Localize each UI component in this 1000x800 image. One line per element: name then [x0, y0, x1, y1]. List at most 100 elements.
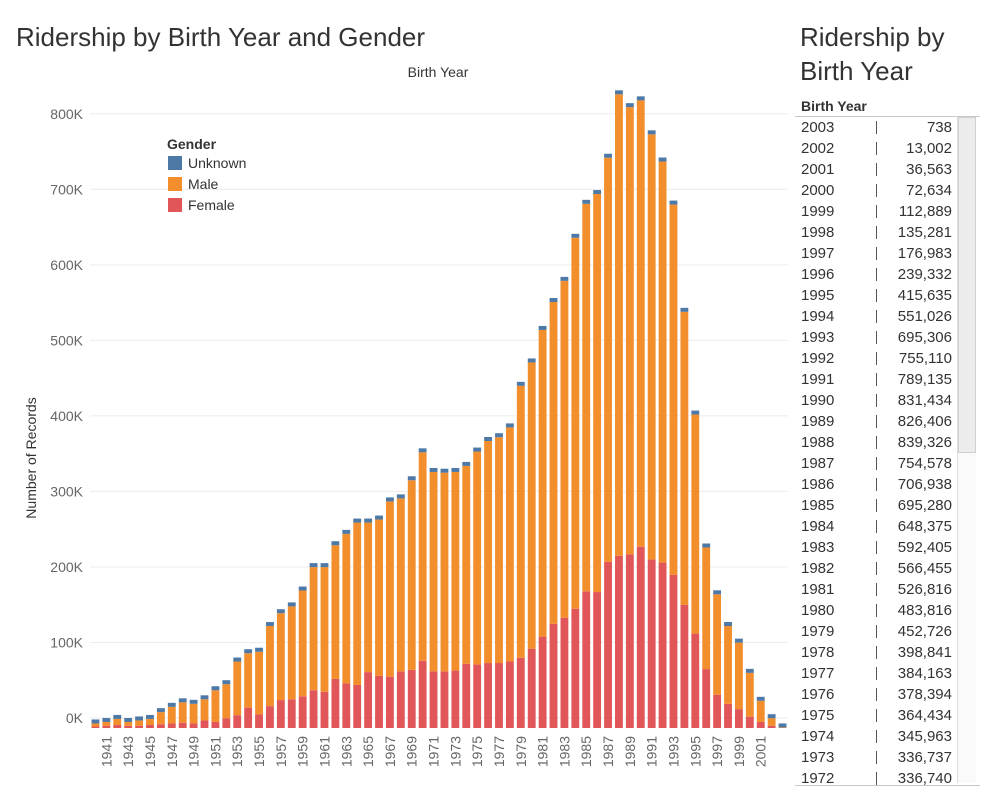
bar-unknown-1953 [233, 657, 242, 662]
bar-male-1944 [135, 720, 143, 726]
bar-unknown-1978 [505, 423, 514, 428]
bar-unknown-1963 [342, 529, 351, 534]
bar-female-1988 [615, 555, 623, 728]
bar-unknown-1986 [593, 190, 602, 195]
table-row: 1987 754,578 [795, 453, 980, 474]
bar-female-1995 [691, 633, 700, 728]
x-tick-label: 1961 [317, 736, 333, 767]
scrollbar-thumb[interactable] [958, 117, 976, 453]
bar-female-1959 [298, 696, 307, 728]
bar-male-1965 [364, 522, 373, 673]
row-value: 135,281 [897, 224, 952, 241]
bar-male-1943 [124, 721, 133, 726]
row-year: 2001 [801, 161, 835, 178]
bar-female-1991 [647, 559, 656, 728]
bar-female-1940 [91, 726, 100, 728]
bar-unknown-1994 [680, 307, 689, 312]
bar-unknown-1961 [320, 563, 329, 568]
bar-male-1957 [276, 613, 285, 701]
bar-male-1972 [440, 472, 449, 672]
bar-female-1967 [386, 676, 394, 728]
row-divider [876, 583, 877, 596]
x-tick-label: 1959 [295, 736, 311, 767]
bar-female-1944 [135, 725, 143, 728]
bar-female-2002 [767, 725, 776, 728]
bar-female-1997 [713, 694, 722, 728]
table-row: 1984 648,375 [795, 516, 980, 537]
bar-unknown-2000 [745, 668, 754, 673]
table-row: 1994 551,026 [795, 306, 980, 327]
row-value: 384,163 [897, 665, 952, 682]
y-tick-label: 100K [50, 634, 83, 650]
row-divider [876, 457, 877, 470]
row-divider [876, 562, 877, 575]
bar-female-1979 [516, 657, 525, 728]
table-row: 1973 336,737 [795, 747, 980, 768]
bar-female-1957 [276, 700, 285, 728]
bar-male-1974 [462, 465, 471, 664]
x-tick-label: 2001 [753, 736, 769, 767]
bar-female-1976 [484, 663, 492, 728]
table-row: 1989 826,406 [795, 411, 980, 432]
row-value: 336,740 [897, 770, 952, 786]
row-year: 1982 [801, 560, 835, 577]
table-header-birth-year: Birth Year [801, 98, 867, 114]
bar-male-1955 [255, 651, 263, 715]
bar-male-2002 [767, 718, 776, 726]
table-row: 1972 336,740 [795, 768, 980, 786]
row-year: 1989 [801, 413, 835, 430]
table-row: 1982 566,455 [795, 558, 980, 579]
bar-female-1942 [113, 724, 122, 728]
row-divider [876, 730, 877, 743]
bar-male-1945 [146, 718, 154, 725]
table-row: 1992 755,110 [795, 348, 980, 369]
row-year: 1996 [801, 266, 835, 283]
bar-female-1950 [200, 720, 209, 728]
row-value: 398,841 [897, 644, 952, 661]
row-value: 755,110 [898, 350, 952, 367]
bar-male-1961 [320, 567, 329, 692]
table-row: 1979 452,726 [795, 621, 980, 642]
vertical-scrollbar[interactable] [957, 117, 976, 783]
bar-female-1954 [244, 707, 253, 728]
bar-unknown-1971 [429, 467, 438, 472]
y-tick-label: 300K [50, 483, 83, 499]
row-year: 1976 [801, 686, 835, 703]
row-divider [876, 121, 877, 134]
bar-male-1942 [113, 718, 122, 725]
row-year: 1988 [801, 434, 835, 451]
table-row: 2003 738 [795, 117, 980, 138]
row-divider [876, 205, 877, 218]
bar-male-1949 [189, 703, 198, 724]
bar-female-1971 [429, 671, 438, 728]
bar-unknown-2003 [778, 723, 787, 728]
row-year: 1984 [801, 518, 835, 535]
bar-unknown-1940 [91, 719, 100, 724]
bar-unknown-1966 [375, 515, 383, 520]
bar-unknown-1981 [538, 325, 547, 330]
bar-male-1992 [658, 161, 667, 563]
bar-male-1978 [505, 427, 514, 662]
row-divider [876, 436, 877, 449]
table-row: 1993 695,306 [795, 327, 980, 348]
bar-unknown-1987 [604, 153, 612, 158]
row-year: 1999 [801, 203, 835, 220]
bar-female-1946 [156, 724, 165, 728]
row-divider [876, 709, 877, 722]
row-year: 1998 [801, 224, 835, 241]
bar-male-1987 [604, 157, 612, 562]
bar-unknown-1941 [102, 717, 111, 722]
row-divider [876, 289, 877, 302]
bar-male-1941 [102, 721, 111, 726]
table-row: 2001 36,563 [795, 159, 980, 180]
x-tick-label: 1957 [273, 736, 289, 767]
row-value: 526,816 [897, 581, 952, 598]
bar-female-1962 [331, 678, 340, 728]
row-value: 112,889 [898, 203, 952, 220]
row-value: 839,326 [897, 434, 952, 451]
bar-unknown-1967 [386, 497, 394, 502]
x-tick-label: 1979 [513, 736, 529, 767]
row-value: 72,634 [906, 182, 952, 199]
bar-male-1979 [516, 385, 525, 658]
bar-unknown-1950 [200, 695, 209, 700]
